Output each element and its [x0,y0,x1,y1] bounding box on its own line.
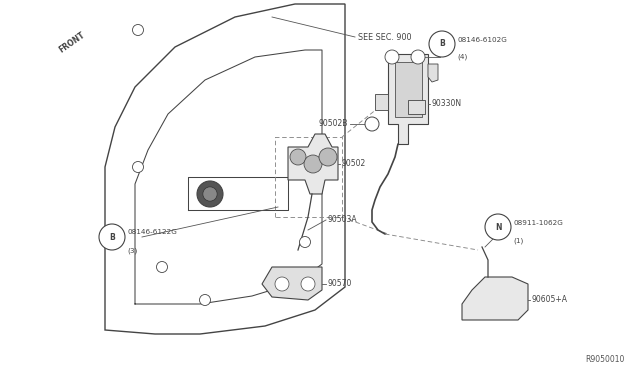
Text: 08911-1062G: 08911-1062G [513,220,563,226]
Polygon shape [105,4,345,334]
Circle shape [301,277,315,291]
Circle shape [132,161,143,173]
Text: R9050010: R9050010 [586,355,625,364]
Text: B: B [109,232,115,241]
Text: SEE SEC. 900: SEE SEC. 900 [358,32,412,42]
Circle shape [485,214,511,240]
Circle shape [132,25,143,35]
Polygon shape [462,277,528,320]
Text: FRONT: FRONT [58,30,86,54]
Circle shape [365,117,379,131]
Polygon shape [388,54,428,144]
Text: 90570: 90570 [328,279,353,289]
Circle shape [157,262,168,273]
Polygon shape [428,64,438,82]
Polygon shape [408,100,425,114]
Circle shape [200,295,211,305]
Circle shape [319,148,337,166]
Text: 08146-6102G: 08146-6102G [457,37,507,43]
Circle shape [411,50,425,64]
Text: 90502: 90502 [342,160,366,169]
Text: (3): (3) [127,248,137,254]
Circle shape [304,155,322,173]
Text: N: N [495,222,501,231]
Text: (4): (4) [457,54,467,60]
Circle shape [429,31,455,57]
Text: 90502B: 90502B [319,119,348,128]
Text: (1): (1) [513,238,524,244]
Circle shape [275,277,289,291]
Circle shape [197,181,223,207]
Circle shape [99,224,125,250]
Circle shape [385,50,399,64]
Text: B: B [439,39,445,48]
Text: 90330N: 90330N [432,99,462,109]
Polygon shape [395,62,422,117]
Circle shape [300,237,310,247]
Polygon shape [375,94,388,110]
Text: 90503A: 90503A [328,215,358,224]
Circle shape [203,187,217,201]
Polygon shape [288,134,338,194]
Text: 90605+A: 90605+A [532,295,568,305]
Circle shape [290,149,306,165]
Text: 08146-6122G: 08146-6122G [127,229,177,235]
Polygon shape [262,267,322,300]
